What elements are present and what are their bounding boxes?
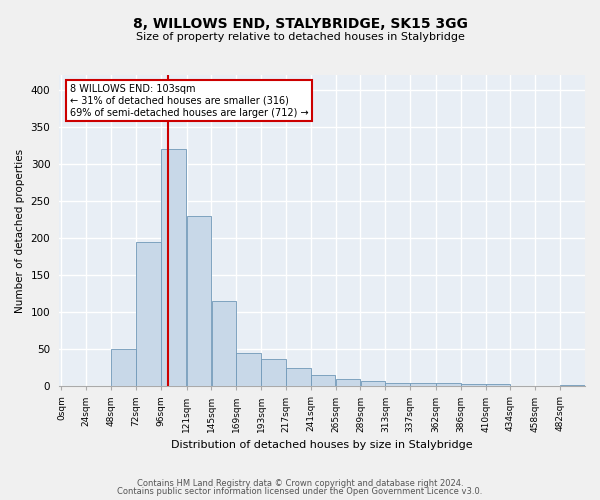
Bar — [111, 349, 136, 387]
Bar — [486, 384, 511, 386]
Bar — [311, 375, 335, 386]
Bar — [236, 353, 261, 386]
Text: Contains public sector information licensed under the Open Government Licence v3: Contains public sector information licen… — [118, 487, 482, 496]
X-axis label: Distribution of detached houses by size in Stalybridge: Distribution of detached houses by size … — [172, 440, 473, 450]
Bar — [286, 368, 311, 386]
Bar — [336, 379, 361, 386]
Text: Size of property relative to detached houses in Stalybridge: Size of property relative to detached ho… — [136, 32, 464, 42]
Bar — [410, 384, 436, 386]
Bar — [361, 381, 385, 386]
Bar — [136, 242, 161, 386]
Text: 8 WILLOWS END: 103sqm
← 31% of detached houses are smaller (316)
69% of semi-det: 8 WILLOWS END: 103sqm ← 31% of detached … — [70, 84, 308, 117]
Bar — [261, 359, 286, 386]
Text: Contains HM Land Registry data © Crown copyright and database right 2024.: Contains HM Land Registry data © Crown c… — [137, 478, 463, 488]
Y-axis label: Number of detached properties: Number of detached properties — [15, 148, 25, 312]
Bar — [187, 216, 211, 386]
Bar — [436, 382, 461, 386]
Bar — [161, 149, 187, 386]
Bar — [385, 382, 410, 386]
Bar — [212, 301, 236, 386]
Bar — [560, 385, 585, 386]
Bar — [461, 384, 485, 386]
Text: 8, WILLOWS END, STALYBRIDGE, SK15 3GG: 8, WILLOWS END, STALYBRIDGE, SK15 3GG — [133, 18, 467, 32]
